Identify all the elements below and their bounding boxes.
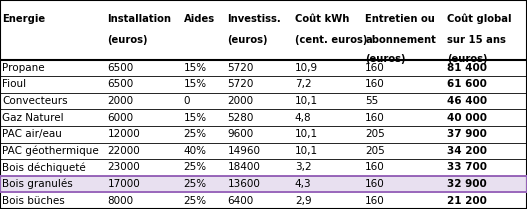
Text: 10,1: 10,1: [295, 129, 318, 139]
Text: 14960: 14960: [228, 146, 260, 156]
Bar: [0, 109, 527, 126]
Text: (cent. euros): (cent. euros): [295, 35, 367, 45]
Text: 25%: 25%: [183, 162, 207, 172]
Text: sur 15 ans: sur 15 ans: [447, 35, 506, 45]
Text: 22000: 22000: [108, 146, 140, 156]
Text: 32 900: 32 900: [447, 179, 487, 189]
Text: 25%: 25%: [183, 179, 207, 189]
Bar: [0, 93, 527, 109]
Text: 6500: 6500: [108, 79, 134, 89]
Bar: [0, 192, 527, 209]
Bar: [0, 159, 527, 176]
Text: 2000: 2000: [108, 96, 134, 106]
Text: 81 400: 81 400: [447, 63, 487, 73]
Text: 6000: 6000: [108, 113, 134, 123]
Text: 9600: 9600: [228, 129, 254, 139]
Text: 0: 0: [183, 96, 190, 106]
Text: 2,9: 2,9: [295, 196, 311, 206]
Text: 25%: 25%: [183, 129, 207, 139]
Text: 6400: 6400: [228, 196, 254, 206]
Text: Bois déchiqueté: Bois déchiqueté: [2, 162, 86, 173]
Text: 55: 55: [365, 96, 378, 106]
Text: 160: 160: [365, 113, 385, 123]
Text: 160: 160: [365, 179, 385, 189]
Text: abonnement: abonnement: [365, 35, 436, 45]
Text: 4,3: 4,3: [295, 179, 311, 189]
Text: Energie: Energie: [2, 14, 45, 24]
Text: 5720: 5720: [228, 79, 254, 89]
Text: 21 200: 21 200: [447, 196, 487, 206]
Text: 10,9: 10,9: [295, 63, 318, 73]
Text: 160: 160: [365, 79, 385, 89]
Text: (euros): (euros): [108, 35, 148, 45]
Text: (euros): (euros): [447, 54, 487, 64]
Text: 3,2: 3,2: [295, 162, 311, 172]
Text: 4,8: 4,8: [295, 113, 311, 123]
Text: 46 400: 46 400: [447, 96, 487, 106]
Text: Gaz Naturel: Gaz Naturel: [2, 113, 64, 123]
Text: 2000: 2000: [228, 96, 253, 106]
Text: Coût global: Coût global: [447, 14, 512, 24]
Text: Propane: Propane: [2, 63, 45, 73]
Text: PAC géothermique: PAC géothermique: [2, 146, 99, 156]
Text: 13600: 13600: [228, 179, 260, 189]
Text: Bois büches: Bois büches: [2, 196, 65, 206]
Text: 34 200: 34 200: [447, 146, 487, 156]
Text: (euros): (euros): [365, 54, 406, 64]
Text: 40 000: 40 000: [447, 113, 487, 123]
Text: Investiss.: Investiss.: [228, 14, 281, 24]
Text: 23000: 23000: [108, 162, 140, 172]
Text: 5720: 5720: [228, 63, 254, 73]
Text: 15%: 15%: [183, 79, 207, 89]
Text: 205: 205: [365, 146, 385, 156]
Text: 17000: 17000: [108, 179, 140, 189]
Bar: [0, 76, 527, 93]
Text: 160: 160: [365, 63, 385, 73]
Text: 37 900: 37 900: [447, 129, 487, 139]
Text: 6500: 6500: [108, 63, 134, 73]
Text: 10,1: 10,1: [295, 146, 318, 156]
Text: 160: 160: [365, 162, 385, 172]
Bar: [0, 0, 527, 60]
Text: 12000: 12000: [108, 129, 140, 139]
Bar: [0, 176, 527, 192]
Bar: [0, 60, 527, 76]
Text: PAC air/eau: PAC air/eau: [2, 129, 62, 139]
Bar: [0, 126, 527, 143]
Text: 33 700: 33 700: [447, 162, 487, 172]
Text: 61 600: 61 600: [447, 79, 487, 89]
Text: Entretien ou: Entretien ou: [365, 14, 435, 24]
Text: 5280: 5280: [228, 113, 254, 123]
Text: 15%: 15%: [183, 63, 207, 73]
Text: 15%: 15%: [183, 113, 207, 123]
Text: Fioul: Fioul: [2, 79, 26, 89]
Text: 25%: 25%: [183, 196, 207, 206]
Text: Bois granulés: Bois granulés: [2, 179, 73, 189]
Text: Convecteurs: Convecteurs: [2, 96, 68, 106]
Text: (euros): (euros): [228, 35, 268, 45]
Text: Installation: Installation: [108, 14, 171, 24]
Text: 40%: 40%: [183, 146, 207, 156]
Text: 160: 160: [365, 196, 385, 206]
Text: 8000: 8000: [108, 196, 134, 206]
Bar: [0, 143, 527, 159]
Text: 7,2: 7,2: [295, 79, 311, 89]
Text: 18400: 18400: [228, 162, 260, 172]
Text: 10,1: 10,1: [295, 96, 318, 106]
Text: 205: 205: [365, 129, 385, 139]
Text: Coût kWh: Coût kWh: [295, 14, 349, 24]
Text: Aides: Aides: [183, 14, 215, 24]
